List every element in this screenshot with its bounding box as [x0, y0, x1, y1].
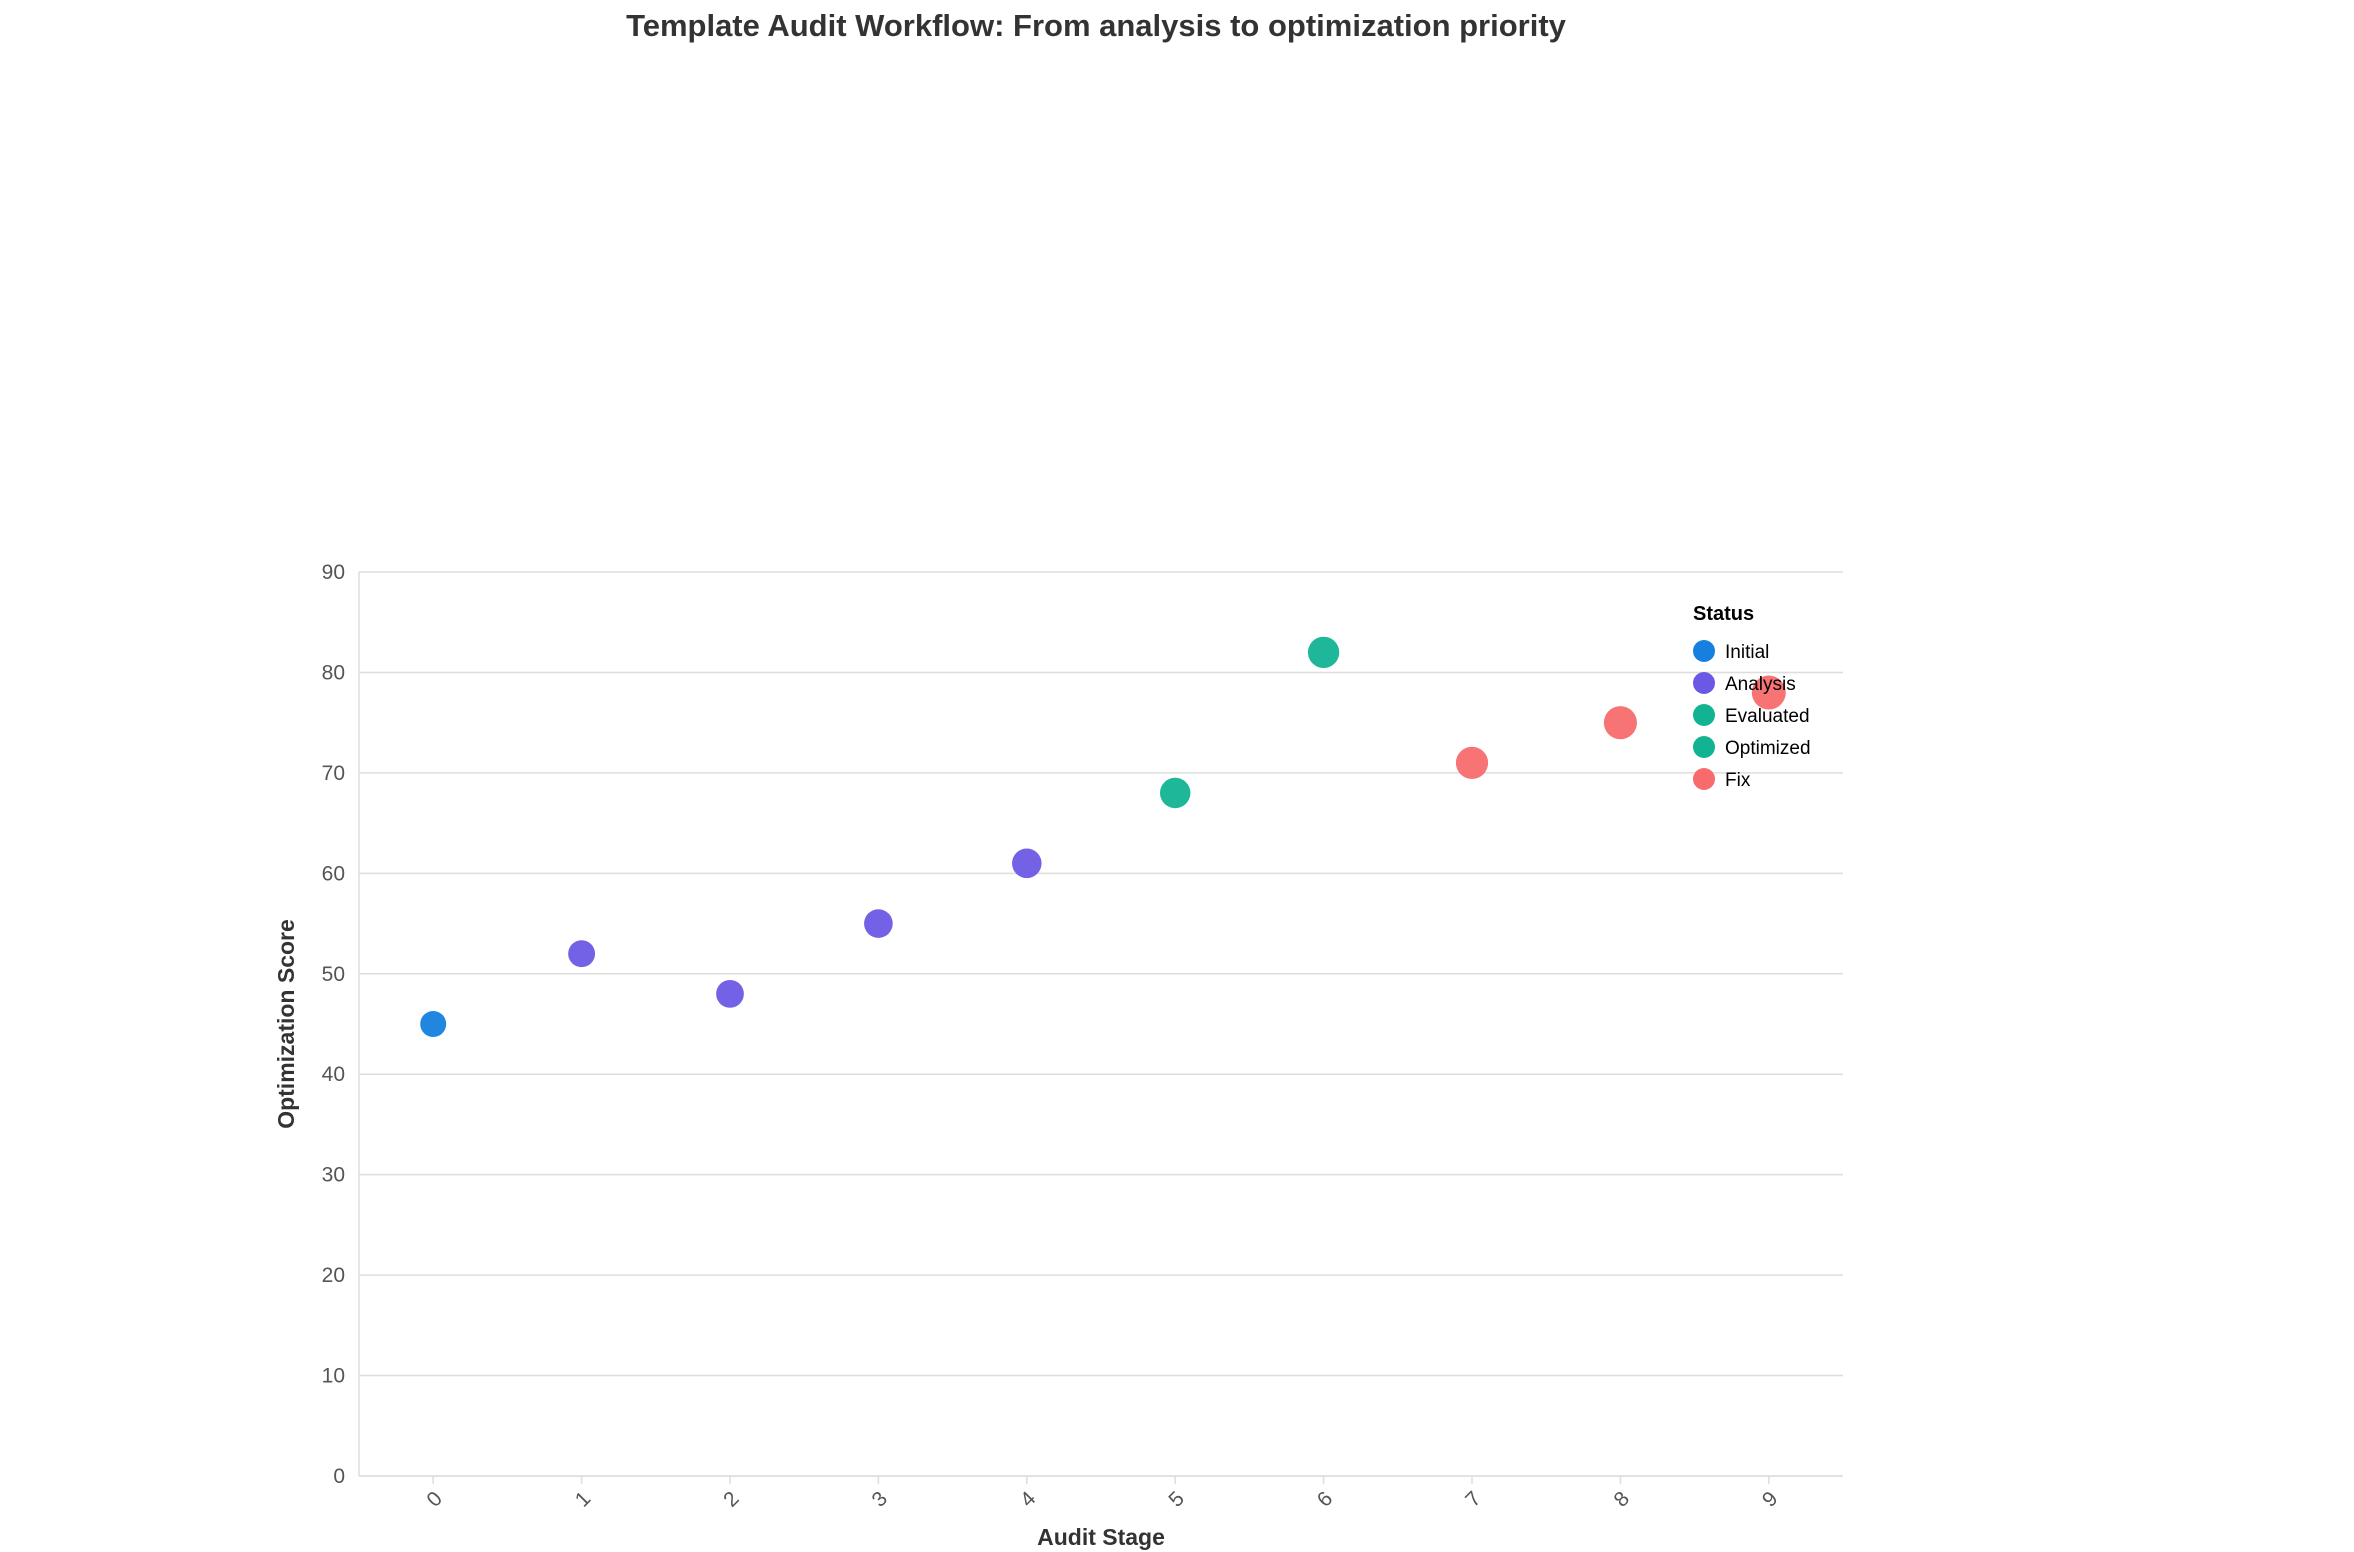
x-tick-label: 1 — [571, 1487, 596, 1512]
legend-swatch — [1693, 672, 1715, 694]
legend-swatch — [1693, 640, 1715, 662]
grid — [359, 571, 1843, 1477]
legend-swatch — [1693, 736, 1715, 758]
legend-label: Analysis — [1725, 674, 1796, 695]
y-tick-label: 90 — [322, 561, 345, 584]
data-point — [1751, 675, 1786, 710]
legend-label: Evaluated — [1725, 706, 1810, 727]
data-point — [864, 909, 893, 938]
data-point — [1455, 746, 1489, 779]
chart-title: Template Audit Workflow: From analysis t… — [626, 8, 1567, 43]
y-tick-label: 80 — [322, 661, 345, 684]
data-point — [1603, 706, 1637, 740]
y-axis-title: Optimization Score — [273, 919, 299, 1129]
x-tick-label: 6 — [1313, 1487, 1338, 1512]
legend-label: Initial — [1725, 642, 1769, 663]
legend-label: Fix — [1725, 770, 1751, 791]
x-tick-label: 9 — [1758, 1487, 1783, 1512]
data-point — [420, 1011, 447, 1037]
x-axis-title: Audit Stage — [1037, 1524, 1165, 1550]
axes: 0 10 20 30 40 50 60 70 80 90 0 1 2 3 4 5 6 7 8 9 — [322, 561, 1843, 1512]
x-tick-label: 7 — [1461, 1487, 1486, 1512]
legend-swatch — [1693, 704, 1715, 726]
data-points — [420, 636, 1786, 1037]
x-tick-label: 3 — [868, 1487, 893, 1512]
y-tick-label: 10 — [322, 1365, 345, 1388]
y-tick-label: 50 — [322, 963, 345, 986]
y-tick-label: 70 — [322, 762, 345, 785]
y-tick-label: 40 — [322, 1063, 345, 1086]
y-tick-label: 0 — [333, 1465, 345, 1488]
data-point — [1159, 777, 1191, 809]
legend-title: Status — [1693, 603, 1754, 625]
data-point — [1012, 848, 1042, 879]
legend-swatch — [1693, 768, 1715, 790]
y-tick-label: 20 — [322, 1264, 345, 1287]
y-tick-label: 30 — [322, 1164, 345, 1187]
x-tick-label: 5 — [1164, 1487, 1189, 1512]
legend-label: Optimized — [1725, 738, 1811, 759]
x-tick-label: 0 — [422, 1487, 447, 1512]
legend: Status Initial Analysis Evaluated Optimized F… — [1693, 603, 1811, 791]
data-point — [568, 940, 596, 968]
x-tick-label: 4 — [1016, 1487, 1041, 1512]
data-point — [1307, 636, 1340, 669]
x-tick-label: 2 — [719, 1487, 744, 1512]
data-point — [716, 979, 744, 1008]
y-tick-label: 60 — [322, 862, 345, 885]
x-tick-label: 8 — [1610, 1487, 1635, 1512]
